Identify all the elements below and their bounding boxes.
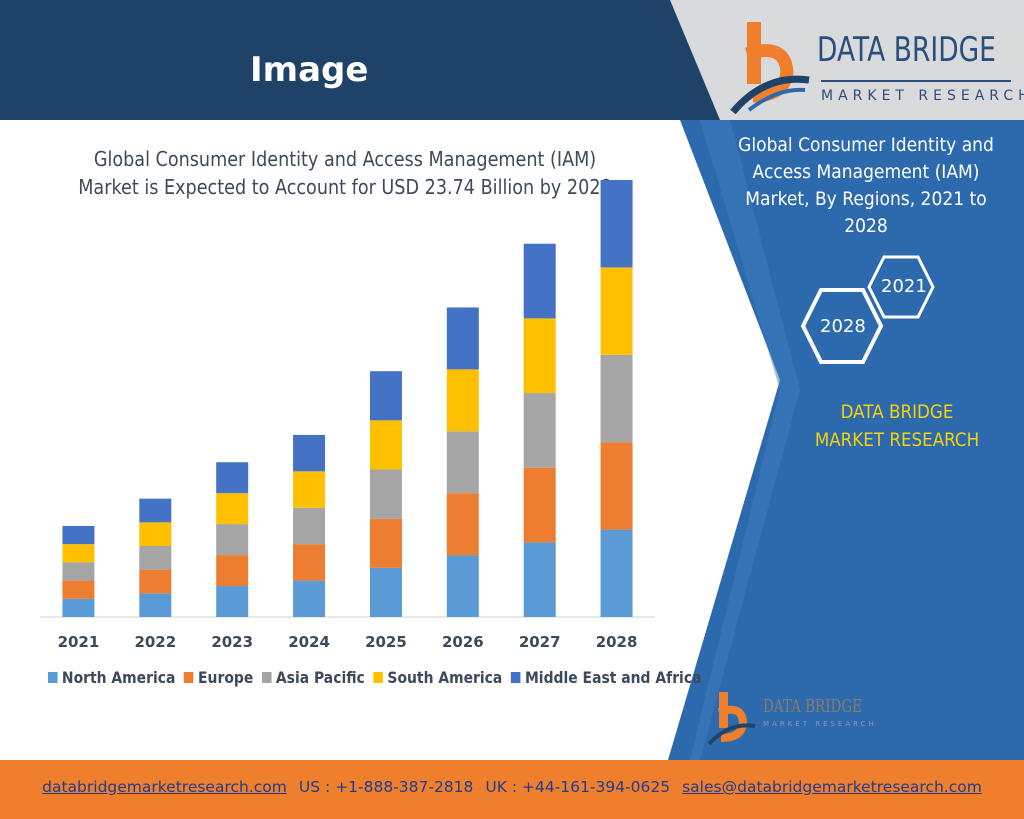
- x-tick-label: 2024: [288, 633, 330, 651]
- legend-label: North America: [61, 668, 176, 687]
- footer-bar: [0, 760, 1024, 819]
- x-tick-label: 2025: [365, 633, 407, 651]
- bar-segment-2028-4: [600, 180, 633, 268]
- logo-divider: [821, 80, 1011, 82]
- bar-segment-2026-4: [446, 307, 479, 370]
- bar-segment-2024-3: [293, 471, 326, 508]
- legend-label: Middle East and Africa: [524, 668, 702, 687]
- x-tick-label: 2027: [519, 633, 561, 651]
- footer-contact: databridgemarketresearch.com US : +1-888…: [0, 778, 1024, 796]
- legend-label: Europe: [198, 668, 254, 687]
- bar-segment-2024-4: [293, 434, 326, 472]
- legend-item: North America: [48, 668, 175, 687]
- x-tick-label: 2021: [58, 633, 100, 651]
- mini-logo-brand-text: DATA BRIDGE: [763, 696, 863, 717]
- bar-segment-2024-1: [293, 544, 326, 581]
- legend-label: South America: [387, 668, 503, 687]
- bar-segment-2025-4: [369, 371, 402, 421]
- stacked-bar-chart: 2021 2022 2023 2024 2025 2026 2027 2028: [40, 180, 655, 651]
- mini-logo-mark-icon: [707, 692, 756, 746]
- bar-segment-2021-3: [62, 544, 95, 563]
- chart-legend: North America Europe Asia Pacific South Ame…: [48, 668, 701, 687]
- bar-segment-2024-2: [293, 507, 326, 545]
- chart-title: Global Consumer Identity and Access Mana…: [78, 147, 612, 199]
- bar-segment-2022-2: [139, 545, 172, 570]
- bar-segment-2027-0: [523, 542, 556, 617]
- bar-segment-2028-0: [600, 529, 633, 617]
- bar-segment-2022-4: [139, 498, 172, 523]
- bar-segment-2023-1: [216, 555, 249, 587]
- hexagon-2021-label: 2021: [881, 276, 927, 297]
- bar-segment-2025-1: [369, 518, 402, 568]
- legend-swatch: [511, 672, 521, 683]
- x-tick-label: 2023: [211, 633, 253, 651]
- legend-swatch: [48, 672, 58, 683]
- legend-swatch: [373, 672, 384, 683]
- bar-segment-2023-4: [216, 462, 249, 494]
- panel-brand-text: DATA BRIDGE MARKET RESEARCH: [814, 401, 980, 451]
- email-link[interactable]: sales@databridgemarketresearch.com: [682, 778, 982, 796]
- logo-brand-text: DATA BRIDGE: [817, 30, 996, 70]
- hexagon-2028-label: 2028: [820, 316, 866, 337]
- x-tick-label: 2028: [596, 633, 638, 651]
- legend-item: South America: [373, 668, 503, 687]
- bar-segment-2024-0: [293, 580, 326, 617]
- bar-segment-2021-0: [62, 598, 95, 617]
- bar-segment-2027-3: [523, 318, 556, 394]
- bar-segment-2026-3: [446, 369, 479, 432]
- bar-segment-2028-1: [600, 442, 633, 530]
- mini-logo-sub-text: MARKET RESEARCH: [763, 720, 877, 728]
- bar-segment-2025-2: [369, 469, 402, 519]
- legend-swatch: [184, 672, 194, 683]
- bar-segment-2028-3: [600, 267, 633, 355]
- bar-segment-2022-0: [139, 593, 172, 617]
- bar-segment-2025-0: [369, 567, 402, 617]
- legend-item: Asia Pacific: [261, 668, 365, 687]
- mini-brand-logo: DATA BRIDGE MARKET RESEARCH: [705, 690, 885, 746]
- brand-logo: DATA BRIDGE MARKET RESEARCH: [725, 14, 1024, 114]
- legend-label: Asia Pacific: [275, 668, 365, 687]
- bar-segment-2023-2: [216, 524, 249, 556]
- bar-segment-2026-2: [446, 431, 479, 494]
- bar-segment-2027-2: [523, 393, 556, 468]
- bar-segment-2025-3: [369, 420, 402, 470]
- hexagon-2021-icon: [867, 255, 935, 319]
- us-phone: US : +1-888-387-2818: [298, 778, 474, 796]
- legend-item: Middle East and Africa: [511, 668, 701, 687]
- bar-segment-2027-4: [523, 243, 556, 319]
- bar-segment-2026-0: [446, 555, 479, 617]
- legend-item: Europe: [184, 668, 253, 687]
- bar-segment-2022-1: [139, 569, 172, 594]
- uk-phone: UK : +44-161-394-0625: [485, 778, 671, 796]
- legend-swatch: [261, 672, 272, 683]
- x-tick-label: 2026: [442, 633, 484, 651]
- bar-segment-2021-2: [62, 562, 95, 581]
- website-link[interactable]: databridgemarketresearch.com: [42, 778, 287, 796]
- bar-segment-2023-3: [216, 493, 249, 525]
- page-title: Image: [250, 50, 369, 90]
- header-dark-band: [0, 0, 720, 120]
- bar-segment-2028-2: [600, 354, 633, 443]
- hexagon-2028-icon: [800, 288, 884, 364]
- panel-title: Global Consumer Identity and Access Mana…: [738, 134, 994, 237]
- logo-mark-icon: [730, 22, 810, 114]
- bar-segment-2026-1: [446, 493, 479, 556]
- bar-segment-2021-4: [62, 525, 95, 545]
- x-tick-label: 2022: [134, 633, 176, 651]
- bar-segment-2021-1: [62, 580, 95, 599]
- right-panel-background: [668, 120, 1024, 760]
- bar-segment-2022-3: [139, 522, 172, 546]
- logo-sub-text: MARKET RESEARCH: [821, 88, 1024, 104]
- bar-segment-2023-0: [216, 586, 249, 617]
- bar-segment-2027-1: [523, 467, 556, 543]
